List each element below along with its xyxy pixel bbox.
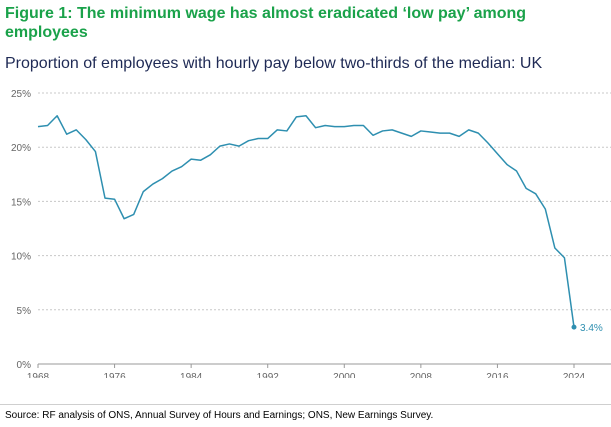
- chart-subtitle: Proportion of employees with hourly pay …: [5, 55, 543, 72]
- source-note: Source: RF analysis of ONS, Annual Surve…: [5, 410, 434, 421]
- x-tick-label-1992: 1992: [257, 372, 280, 378]
- y-tick-label-15: 15%: [11, 197, 31, 208]
- series-line-0: [37, 115, 575, 328]
- figure-title: Figure 1: The minimum wage has almost er…: [5, 5, 527, 41]
- end-value-label: 3.4%: [580, 323, 603, 334]
- x-axis: 1968 1976 1984 1992 2000 2008 2016 2024: [27, 363, 611, 378]
- y-tick-label-0: 0%: [17, 360, 32, 371]
- x-tick-label-1976: 1976: [103, 372, 126, 378]
- end-point-marker: [571, 324, 577, 330]
- y-tick-label-5: 5%: [17, 306, 32, 317]
- y-tick-label-10: 10%: [11, 252, 31, 263]
- low-pay-line-chart: 0% 5% 10% 15% 20% 25% 1968 1976 1984 1992 2000 200…: [11, 89, 611, 378]
- series-layer: [37, 115, 575, 328]
- x-tick-label-1984: 1984: [180, 372, 203, 378]
- footer-divider: [0, 404, 611, 405]
- x-tick-label-2016: 2016: [486, 372, 509, 378]
- x-tick-label-2008: 2008: [410, 372, 433, 378]
- x-tick-label-2000: 2000: [333, 372, 356, 378]
- x-tick-label-2024: 2024: [563, 372, 586, 378]
- x-tick-label-1968: 1968: [27, 372, 50, 378]
- y-tick-label-25: 25%: [11, 89, 31, 100]
- y-tick-label-20: 20%: [11, 143, 31, 154]
- y-axis-labels: 0% 5% 10% 15% 20% 25%: [11, 89, 31, 371]
- gridlines: [38, 92, 611, 311]
- annotations: 3.4%: [571, 323, 603, 334]
